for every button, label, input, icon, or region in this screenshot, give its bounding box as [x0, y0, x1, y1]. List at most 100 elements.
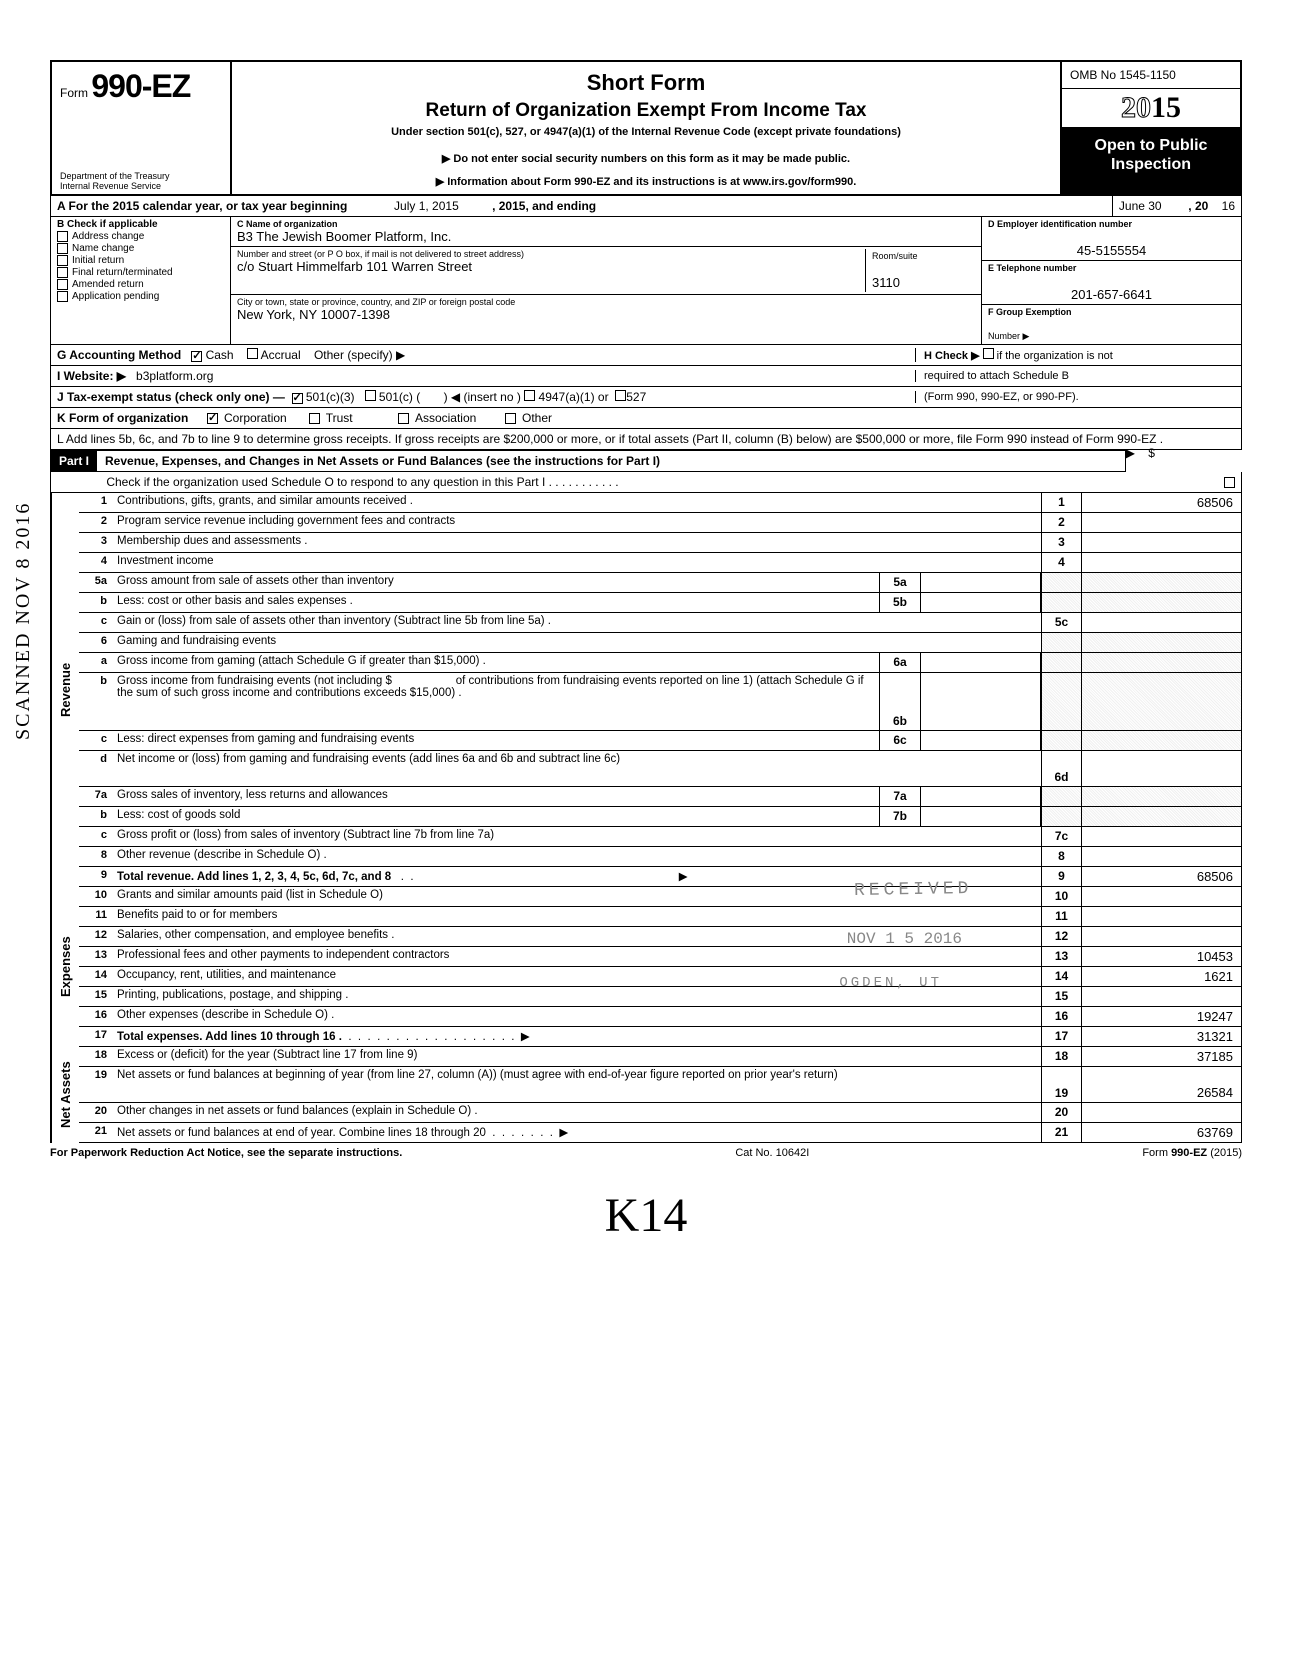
- netassets-side-label: Net Assets: [51, 1047, 79, 1143]
- part1-check: Check if the organization used Schedule …: [50, 472, 1242, 493]
- l8-num: 8: [79, 847, 113, 866]
- footer-right: Form 990-EZ (2015): [1142, 1147, 1242, 1159]
- l6b-num: b: [79, 673, 113, 730]
- l5a-rv: [1081, 573, 1241, 592]
- 527-label: 527: [626, 390, 646, 404]
- k-label: K Form of organization: [57, 411, 188, 425]
- chk-cash[interactable]: [191, 351, 202, 362]
- l7c-num: c: [79, 827, 113, 846]
- section-bcdef: B Check if applicable Address change Nam…: [50, 217, 1242, 345]
- l18-rn: 18: [1041, 1047, 1081, 1066]
- l7b-rn: [1041, 807, 1081, 826]
- l9-desc-text: Total revenue. Add lines 1, 2, 3, 4, 5c,…: [117, 871, 391, 883]
- l7c-rn: 7c: [1041, 827, 1081, 846]
- city-val: New York, NY 10007-1398: [237, 307, 975, 322]
- chk-h[interactable]: [983, 348, 994, 359]
- chk-501c[interactable]: [365, 390, 376, 401]
- l20-num: 20: [79, 1103, 113, 1122]
- chk-501c3[interactable]: [292, 393, 303, 404]
- l13-rn: 13: [1041, 947, 1081, 966]
- l9-num: 9: [79, 867, 113, 886]
- l7a-sn: 7a: [879, 787, 921, 806]
- l21-num: 21: [79, 1123, 113, 1142]
- l15-rv: [1081, 987, 1241, 1006]
- row-j: J Tax-exempt status (check only one) — 5…: [50, 387, 1242, 408]
- l-arrow: ▶: [1126, 446, 1135, 460]
- l8-desc: Other revenue (describe in Schedule O) .: [113, 847, 1041, 866]
- end-month: June 30: [1119, 199, 1162, 213]
- l17-num: 17: [79, 1027, 113, 1046]
- l18-rv: 37185: [1081, 1047, 1241, 1066]
- h-text1: if the organization is not: [997, 350, 1113, 362]
- l16-rv: 19247: [1081, 1007, 1241, 1026]
- chk-final[interactable]: [57, 267, 68, 278]
- l20-desc: Other changes in net assets or fund bala…: [113, 1103, 1041, 1122]
- chk-accrual[interactable]: [247, 348, 258, 359]
- subtitle: Under section 501(c), 527, or 4947(a)(1)…: [240, 126, 1052, 138]
- room-label: Room/suite: [872, 251, 969, 261]
- l7a-rn: [1041, 787, 1081, 806]
- 501c-label: 501(c) (: [379, 390, 420, 404]
- dept2: Internal Revenue Service: [60, 181, 161, 191]
- l5a-desc: Gross amount from sale of assets other t…: [113, 573, 879, 592]
- 4947-label: 4947(a)(1) or: [539, 390, 609, 404]
- l7a-num: 7a: [79, 787, 113, 806]
- l21-desc: Net assets or fund balances at end of ye…: [113, 1123, 1041, 1142]
- l16-num: 16: [79, 1007, 113, 1026]
- j-label: J Tax-exempt status (check only one) —: [57, 390, 285, 404]
- l16-desc: Other expenses (describe in Schedule O) …: [113, 1007, 1041, 1026]
- l5b-num: b: [79, 593, 113, 612]
- l4-rn: 4: [1041, 553, 1081, 572]
- l6b-d1: Gross income from fundraising events (no…: [117, 675, 392, 687]
- form-header: Form 990-EZ Department of the Treasury I…: [50, 60, 1242, 196]
- l16-rn: 16: [1041, 1007, 1081, 1026]
- chk-address[interactable]: [57, 231, 68, 242]
- col-def: D Employer identification number 45-5155…: [981, 217, 1241, 344]
- l7b-sn: 7b: [879, 807, 921, 826]
- chk-amended[interactable]: [57, 279, 68, 290]
- l5b-rn: [1041, 593, 1081, 612]
- chk-trust[interactable]: [309, 413, 320, 424]
- l3-desc: Membership dues and assessments .: [113, 533, 1041, 552]
- col-b: B Check if applicable Address change Nam…: [51, 217, 231, 344]
- row-h: H Check ▶ if the organization is not: [915, 348, 1235, 362]
- expenses-side-label: Expenses: [51, 887, 79, 1047]
- l20-rv: [1081, 1103, 1241, 1122]
- l17-desc-text: Total expenses. Add lines 10 through 16 …: [117, 1031, 342, 1043]
- row-l: L Add lines 5b, 6c, and 7b to line 9 to …: [50, 429, 1242, 450]
- l6d-num: d: [79, 751, 113, 786]
- l11-desc: Benefits paid to or for members: [113, 907, 1041, 926]
- l5c-num: c: [79, 613, 113, 632]
- row-i: I Website: ▶ b3platform.org required to …: [50, 366, 1242, 387]
- corp-label: Corporation: [224, 411, 287, 425]
- kother-label: Other: [522, 411, 552, 425]
- l4-num: 4: [79, 553, 113, 572]
- chk-assoc[interactable]: [398, 413, 409, 424]
- row-g: G Accounting Method Cash Accrual Other (…: [50, 345, 1242, 366]
- tax-year: 2015: [1062, 89, 1240, 128]
- dept1: Department of the Treasury: [60, 171, 170, 181]
- chk-527[interactable]: [615, 390, 626, 401]
- chk-other[interactable]: [505, 413, 516, 424]
- chk-corp[interactable]: [207, 413, 218, 424]
- chk-part1-o[interactable]: [1224, 477, 1235, 488]
- chk-name[interactable]: [57, 243, 68, 254]
- l21-rv: 63769: [1081, 1123, 1241, 1142]
- instr-ssn: ▶ Do not enter social security numbers o…: [240, 152, 1052, 165]
- l7b-desc: Less: cost of goods sold: [113, 807, 879, 826]
- l9-rv: 68506: [1081, 867, 1241, 886]
- chk-pending[interactable]: [57, 291, 68, 302]
- omb-number: OMB No 1545-1150: [1062, 62, 1240, 89]
- assoc-label: Association: [415, 411, 476, 425]
- l6a-desc: Gross income from gaming (attach Schedul…: [113, 653, 879, 672]
- l7b-sv: [921, 807, 1041, 826]
- l6c-sn: 6c: [879, 731, 921, 750]
- chk-4947[interactable]: [524, 390, 535, 401]
- l6a-rn: [1041, 653, 1081, 672]
- chk-initial[interactable]: [57, 255, 68, 266]
- l19-desc: Net assets or fund balances at beginning…: [113, 1067, 1041, 1102]
- c-label: C Name of organization: [237, 219, 975, 229]
- l8-rn: 8: [1041, 847, 1081, 866]
- l14-num: 14: [79, 967, 113, 986]
- l6c-rv: [1081, 731, 1241, 750]
